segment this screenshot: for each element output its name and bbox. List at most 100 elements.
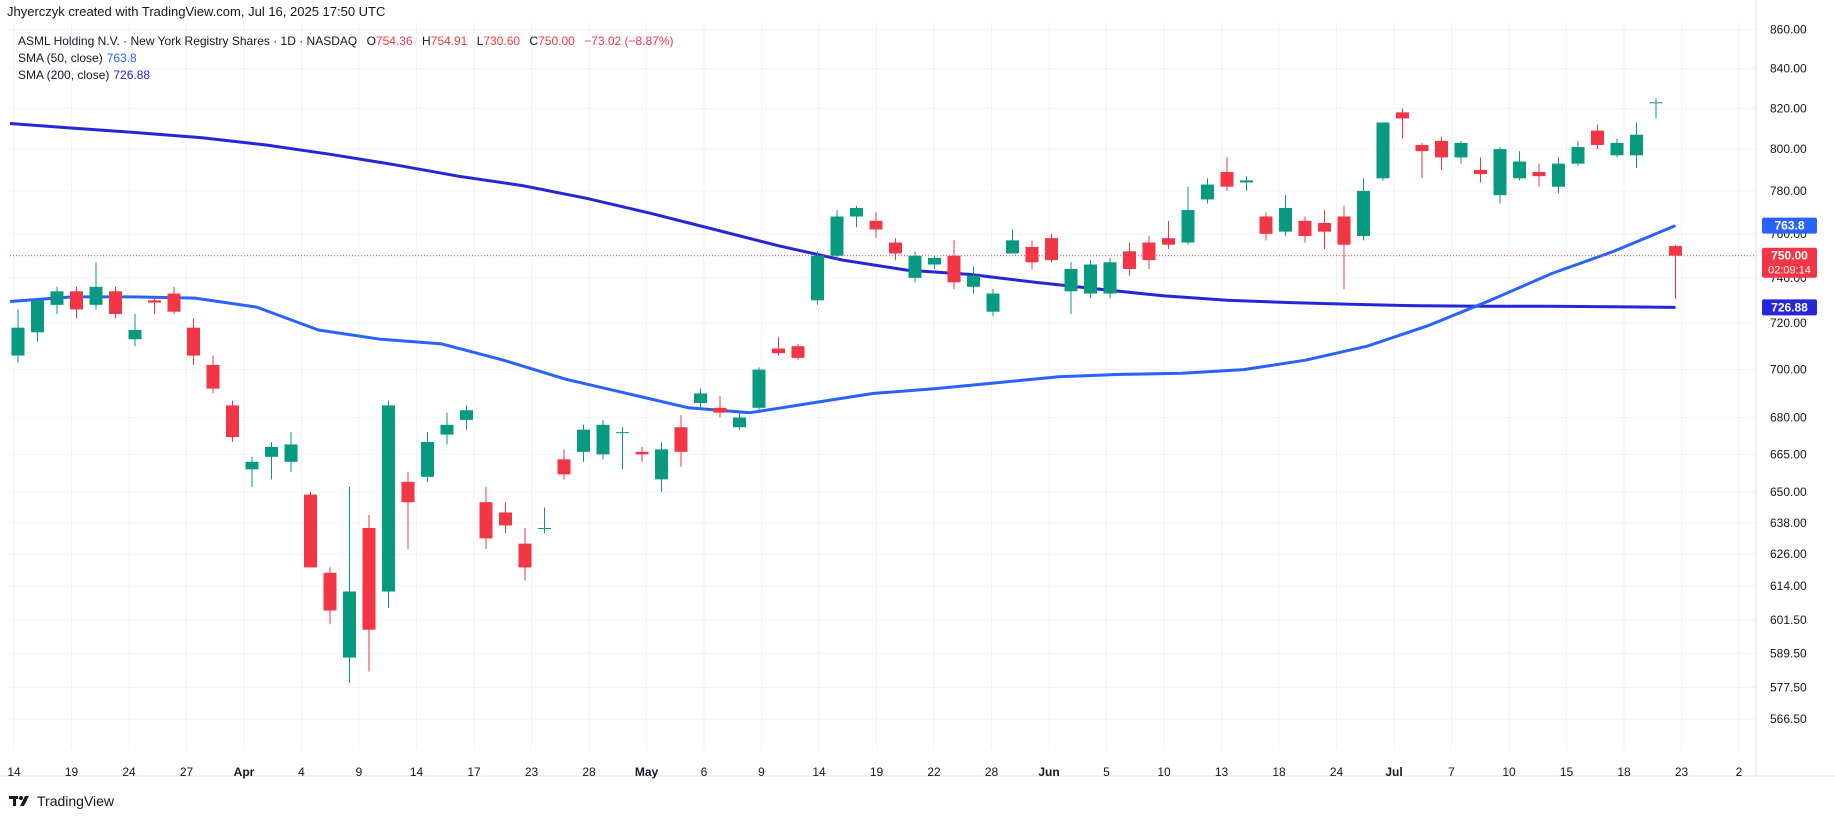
candle-body [1357,190,1370,236]
candle-body [752,369,766,408]
y-tick-label: 680.00 [1770,411,1807,425]
candle [811,251,824,305]
candle [362,515,376,672]
candle [1337,205,1351,290]
candle-body [986,293,1000,312]
candle [635,446,649,462]
candle [1084,260,1097,299]
candle [1649,98,1663,119]
y-tick-label: 860.00 [1770,23,1807,37]
candle [1415,142,1429,179]
candle [1045,233,1058,263]
candle-body [616,432,629,434]
candle [869,212,883,239]
candle [1142,235,1156,269]
sma200-legend[interactable]: SMA (200, close) 726.88 [18,68,150,82]
candle-body [1006,240,1019,254]
candle-body [1025,246,1039,263]
candle-body [284,444,298,462]
sma50-line [9,224,1677,415]
candle [265,441,278,480]
x-tick-label: 5 [1103,765,1110,779]
y-tick-label: 601.50 [1770,613,1807,627]
candle-body [1532,171,1546,177]
x-tick-label: 7 [1448,765,1455,779]
x-tick-label: 4 [298,765,305,779]
candle [1454,140,1468,164]
price-label-text: 763.8 [1774,219,1804,233]
x-tick-label: 9 [758,765,765,779]
candle-body [1630,134,1643,156]
candle-body [791,346,805,358]
candle-body [401,481,415,503]
symbol-title: ASML Holding N.V. · New York Registry Sh… [18,34,358,48]
candle [1552,157,1565,194]
candle-body [460,410,473,420]
sma50-legend[interactable]: SMA (50, close) 763.8 [18,51,137,65]
candle [1201,178,1214,204]
price-label-text: 726.88 [1771,300,1808,314]
chart-credit: Jhyerczyk created with TradingView.com, … [7,4,386,19]
symbol-legend[interactable]: ASML Holding N.V. · New York Registry Sh… [18,34,674,48]
candle [850,205,863,228]
candle [421,432,434,482]
candle-body [148,300,161,303]
candle-body [323,572,337,611]
candle [1279,195,1292,236]
candle-body [674,427,688,452]
candle [109,286,122,319]
candle [1669,244,1682,299]
tradingview-logo[interactable]: TradingView [9,793,114,809]
candle [323,567,337,625]
candle [1630,122,1643,168]
candle [967,266,980,294]
candle-body [1513,161,1526,179]
candle [557,449,571,480]
price-label-bg [1762,299,1817,316]
candle [1103,257,1117,299]
x-tick-label: Jun [1038,765,1059,779]
close-value: 750.00 [538,34,575,48]
x-tick-label: 15 [1560,765,1574,779]
candle [401,471,415,549]
x-tick-label: 9 [356,765,363,779]
candle-body [499,512,512,526]
candle [538,507,551,534]
candle [1474,157,1487,183]
candle-body [1435,140,1448,158]
candle [674,415,688,467]
candle-body [1552,163,1565,187]
candle [343,486,356,684]
candle-body [206,364,220,389]
y-tick-label: 720.00 [1770,316,1807,330]
candle-body [1084,264,1097,294]
candle [577,424,590,462]
price-label-countdown: 02:09:14 [1768,265,1811,277]
candle [148,295,161,314]
candle [1240,176,1253,191]
candle [1357,178,1370,241]
x-tick-label: 13 [1215,765,1229,779]
candle-body [440,424,454,435]
candle-body [479,502,493,539]
open-value: 754.36 [375,34,413,48]
candle [31,300,44,342]
candle [733,410,746,430]
candle-body [1454,142,1468,158]
candle [1396,108,1409,139]
candle [655,441,668,493]
candle-body [128,330,142,340]
candle [1571,140,1585,166]
y-tick-label: 800.00 [1770,142,1807,156]
x-tick-label: 23 [1675,765,1689,779]
candle-body [421,441,434,477]
x-tick-label: May [635,765,659,779]
candle-body [362,527,376,630]
x-tick-label: 14 [812,765,826,779]
candle [226,400,239,442]
candle-body [635,451,649,455]
y-tick-label: 589.50 [1770,646,1807,660]
candle-body [1591,130,1604,145]
candle-body [733,417,746,428]
